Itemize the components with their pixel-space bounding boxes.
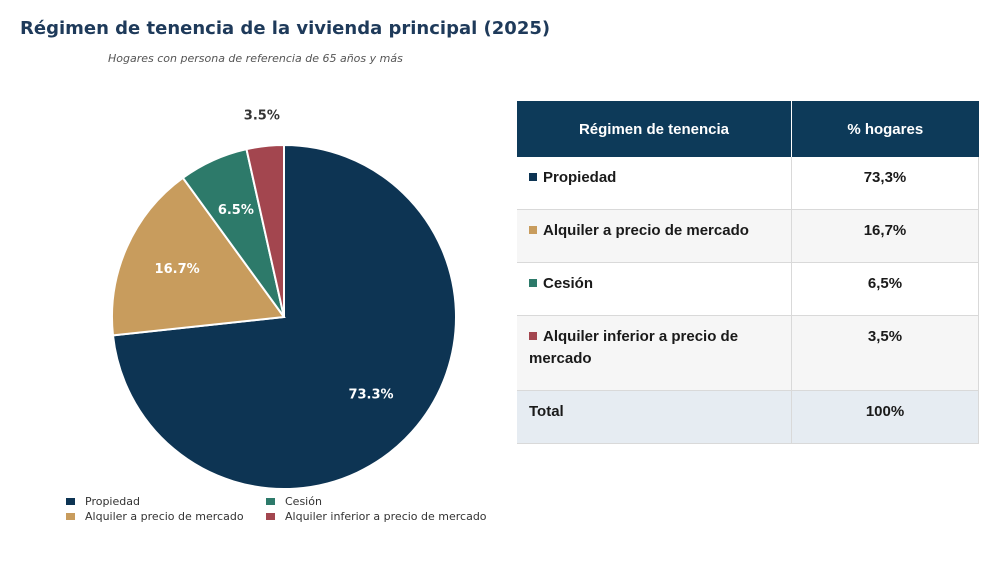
table-cell-value: 3,5%	[791, 315, 979, 391]
legend-label: Propiedad	[85, 495, 140, 508]
legend-item-alquiler-mercado: Alquiler a precio de mercado	[66, 510, 266, 523]
slice-alquiler-inferior	[245, 143, 285, 318]
table-cell-value: 73,3%	[791, 157, 979, 210]
data-table: Régimen de tenencia % hogares Propiedad …	[517, 101, 979, 444]
slice-label-alquiler-inferior: 3.5%	[244, 109, 280, 124]
slice-label-propiedad: 73.3%	[348, 388, 393, 403]
table-row: Propiedad 73,3%	[517, 157, 979, 210]
table-cell-value: 16,7%	[791, 209, 979, 263]
table-cell-label: Propiedad	[517, 157, 792, 210]
table-cell-label: Cesión	[517, 262, 792, 316]
row-color-marker	[529, 332, 537, 340]
legend-label: Alquiler a precio de mercado	[85, 510, 244, 523]
table-cell-label: Alquiler inferior a precio de mercado	[517, 315, 792, 391]
row-label: Alquiler a precio de mercado	[543, 222, 749, 239]
legend-swatch	[66, 498, 75, 505]
table-total-label: Total	[517, 390, 792, 444]
table-row: Alquiler a precio de mercado 16,7%	[517, 209, 979, 263]
slice-label-alquiler-mercado: 16.7%	[155, 262, 200, 277]
row-color-marker	[529, 173, 537, 181]
legend-label: Cesión	[285, 495, 322, 508]
table-header-regimen: Régimen de tenencia	[517, 101, 792, 157]
row-label: Alquiler inferior a precio de mercado	[529, 328, 739, 367]
slice-alquiler-mercado	[111, 176, 286, 337]
legend-swatch	[266, 513, 275, 520]
row-color-marker	[529, 279, 537, 287]
row-color-marker	[529, 226, 537, 234]
legend-swatch	[66, 513, 75, 520]
table-total-value: 100%	[791, 390, 979, 444]
table-row: Cesión 6,5%	[517, 262, 979, 316]
legend-item-alquiler-inferior: Alquiler inferior a precio de mercado	[266, 510, 516, 523]
legend-item-cesion: Cesión	[266, 495, 516, 508]
row-label: Propiedad	[543, 169, 617, 186]
table-cell-value: 6,5%	[791, 262, 979, 316]
legend-item-propiedad: Propiedad	[66, 495, 266, 508]
chart-legend: Propiedad Cesión Alquiler a precio de me…	[66, 495, 536, 523]
row-label: Cesión	[543, 275, 594, 292]
chart-subtitle: Hogares con persona de referencia de 65 …	[108, 52, 403, 65]
pie-chart: 73.3% 16.7% 6.5% 3.5%	[111, 109, 457, 490]
legend-label: Alquiler inferior a precio de mercado	[285, 510, 487, 523]
table-cell-label: Alquiler a precio de mercado	[517, 209, 792, 263]
table-header-hogares: % hogares	[791, 101, 979, 157]
slice-label-cesion: 6.5%	[218, 203, 254, 218]
table-total-row: Total 100%	[517, 390, 979, 444]
table-row: Alquiler inferior a precio de mercado 3,…	[517, 315, 979, 391]
chart-title: Régimen de tenencia de la vivienda princ…	[20, 18, 551, 39]
legend-swatch	[266, 498, 275, 505]
table-header-row: Régimen de tenencia % hogares	[517, 101, 979, 157]
